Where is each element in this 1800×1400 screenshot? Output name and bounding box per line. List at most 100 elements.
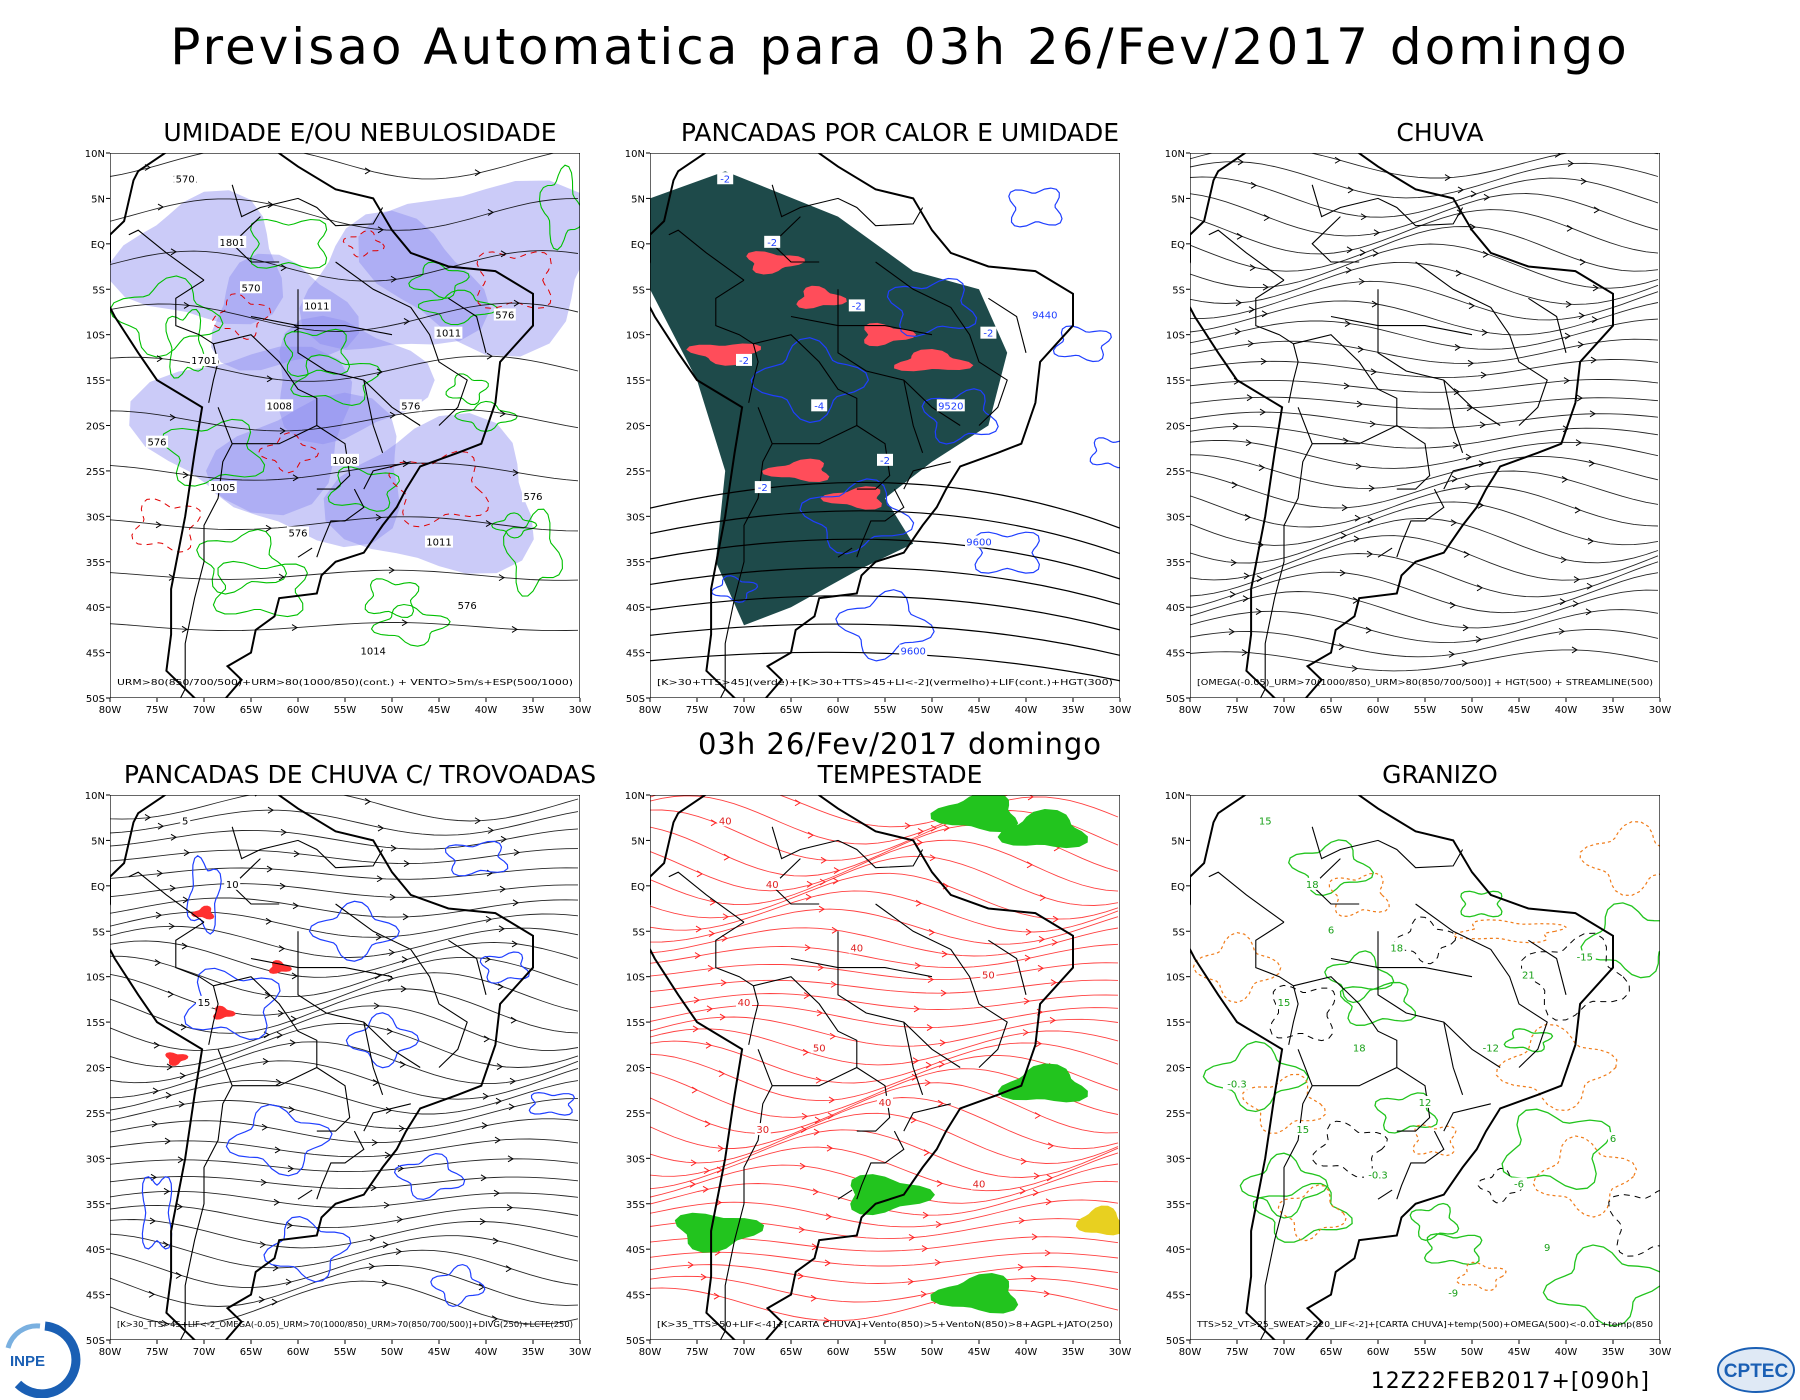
lon-tick-label: 75W (1226, 1347, 1249, 1358)
contour-label: 18 (1390, 943, 1403, 954)
lat-tick-label: 45S (626, 1291, 645, 1302)
contour-label: 40 (879, 1098, 892, 1109)
lon-tick-label: 35W (522, 705, 545, 716)
contour-label: 576 (495, 311, 514, 322)
lon-tick-label: 65W (780, 1347, 803, 1358)
panel-legend: [K>30_TTS>45+LIF<-2_OMEGA(-0.05)_URM>70(… (117, 1320, 573, 1329)
lat-tick-label: 35S (86, 558, 105, 569)
lon-tick-label: 70W (1273, 705, 1296, 716)
lat-tick-label: 40S (626, 1245, 645, 1256)
lon-tick-label: 40W (1015, 705, 1038, 716)
panel-title: PANCADAS POR CALOR E UMIDADE (680, 118, 1120, 147)
lat-tick-label: 10N (625, 791, 645, 802)
contour-label: 576 (288, 529, 307, 540)
lon-tick-label: 45W (428, 705, 451, 716)
lon-tick-label: 50W (921, 705, 944, 716)
lon-tick-label: 35W (1602, 1347, 1625, 1358)
lon-tick-label: 65W (240, 1347, 263, 1358)
inpe-logo-text: INPE (10, 1353, 45, 1370)
lat-tick-label: 45S (1166, 649, 1185, 660)
contour-label: 5 (182, 816, 188, 827)
panel-pancadas-calor: -2 -2 -2 -2 -2 -4 -2 -2 9600 9600 9520 9440 [K>30+TT… (620, 118, 1180, 718)
lon-tick-label: 80W (1179, 1347, 1202, 1358)
lat-tick-label: 50S (86, 694, 105, 705)
lon-tick-label: 35W (522, 1347, 545, 1358)
lat-tick-label: 25S (86, 467, 105, 478)
contour-label: -9 (1448, 1289, 1458, 1300)
contour-label: 15 (1296, 1125, 1309, 1136)
lat-tick-label: 5S (632, 285, 645, 296)
lon-tick-label: 60W (1367, 705, 1390, 716)
contour-label: 12 (1419, 1098, 1432, 1109)
contour-label: -2 (758, 483, 768, 494)
lon-tick-label: 55W (874, 1347, 897, 1358)
contour-label: 9440 (1032, 311, 1057, 322)
lon-tick-label: 70W (733, 1347, 756, 1358)
lat-tick-label: 50S (626, 694, 645, 705)
panel-legend: TTS>52_VT>25_SWEAT>220_LIF<-2]+[CARTA CH… (1196, 1320, 1653, 1329)
lon-tick-label: 60W (827, 705, 850, 716)
contour-label: 15 (1259, 816, 1272, 827)
panel-legend: URM>80(850/700/500)+URM>80(1000/850)(con… (117, 678, 573, 687)
lon-tick-label: 60W (1367, 1347, 1390, 1358)
lon-tick-label: 30W (1109, 705, 1132, 716)
lon-tick-label: 65W (1320, 705, 1343, 716)
lat-tick-label: 15S (86, 376, 105, 387)
lat-tick-label: 45S (86, 1291, 105, 1302)
lat-tick-label: 5N (631, 836, 645, 847)
contour-label: 10 (226, 880, 239, 891)
lon-tick-label: 75W (686, 705, 709, 716)
lon-tick-label: 65W (780, 705, 803, 716)
lat-tick-label: 15S (626, 376, 645, 387)
lon-tick-label: 35W (1062, 705, 1085, 716)
lat-tick-label: 30S (626, 1154, 645, 1165)
lon-tick-label: 30W (1649, 1347, 1672, 1358)
contour-label: 576 (401, 401, 420, 412)
lat-tick-label: 15S (1166, 376, 1185, 387)
lat-tick-label: 20S (626, 1064, 645, 1075)
lon-tick-label: 70W (733, 705, 756, 716)
valid-time-subtitle: 03h 26/Fev/2017 domingo (697, 727, 1103, 761)
lat-tick-label: 20S (86, 1064, 105, 1075)
lon-tick-label: 45W (1508, 705, 1531, 716)
contour-label: 1011 (436, 329, 461, 340)
contour-label: 40 (766, 880, 779, 891)
lat-tick-label: 50S (1166, 1336, 1185, 1347)
lat-tick-label: 15S (1166, 1018, 1185, 1029)
contour-label: 40 (850, 943, 863, 954)
lat-tick-label: 35S (626, 1200, 645, 1211)
contour-label: -6 (1514, 1180, 1524, 1191)
lon-tick-label: 65W (1320, 1347, 1343, 1358)
lat-tick-label: 25S (86, 1109, 105, 1120)
lat-tick-label: 5S (632, 927, 645, 938)
lon-tick-label: 30W (569, 705, 592, 716)
contour-label: -2 (852, 301, 862, 312)
contour-label: 1008 (266, 401, 291, 412)
lat-tick-label: EQ (631, 882, 645, 893)
map-pancadas-calor: -2 -2 -2 -2 -2 -4 -2 -2 9600 9600 9520 9440 [K>30+TT… (625, 149, 1132, 716)
lat-tick-label: 50S (626, 1336, 645, 1347)
lon-tick-label: 50W (381, 1347, 404, 1358)
panel-trovoadas: 5 10 15 [K>30_TTS>45+LIF<-2_OMEGA(-0.05)_UR… (80, 760, 640, 1360)
contour-label: 50 (813, 1043, 826, 1054)
lon-tick-label: 50W (1461, 1347, 1484, 1358)
lat-tick-label: EQ (1171, 240, 1185, 251)
lat-tick-label: EQ (631, 240, 645, 251)
contour-label: 70 (198, 356, 211, 367)
lat-tick-label: EQ (91, 882, 105, 893)
map-umidade: 1011101110111011101110081005100810111014… (85, 149, 592, 716)
contour-label: -4 (814, 401, 824, 412)
lon-tick-label: 50W (1461, 705, 1484, 716)
contour-label: 30 (756, 1125, 769, 1136)
lat-tick-label: 10N (85, 149, 105, 160)
lat-tick-label: 10N (1165, 791, 1185, 802)
contour-label: 40 (738, 998, 751, 1009)
lon-tick-label: 70W (1273, 1347, 1296, 1358)
model-run-stamp: 12Z22FEB2017+[090h] (1370, 1369, 1650, 1394)
lon-tick-label: 55W (1414, 1347, 1437, 1358)
page-title: Previsao Automatica para 03h 26/Fev/2017… (170, 18, 1630, 76)
lon-tick-label: 35W (1062, 1347, 1085, 1358)
lat-tick-label: 25S (626, 1109, 645, 1120)
lat-tick-label: 30S (626, 512, 645, 523)
contour-label: 1014 (360, 647, 385, 658)
